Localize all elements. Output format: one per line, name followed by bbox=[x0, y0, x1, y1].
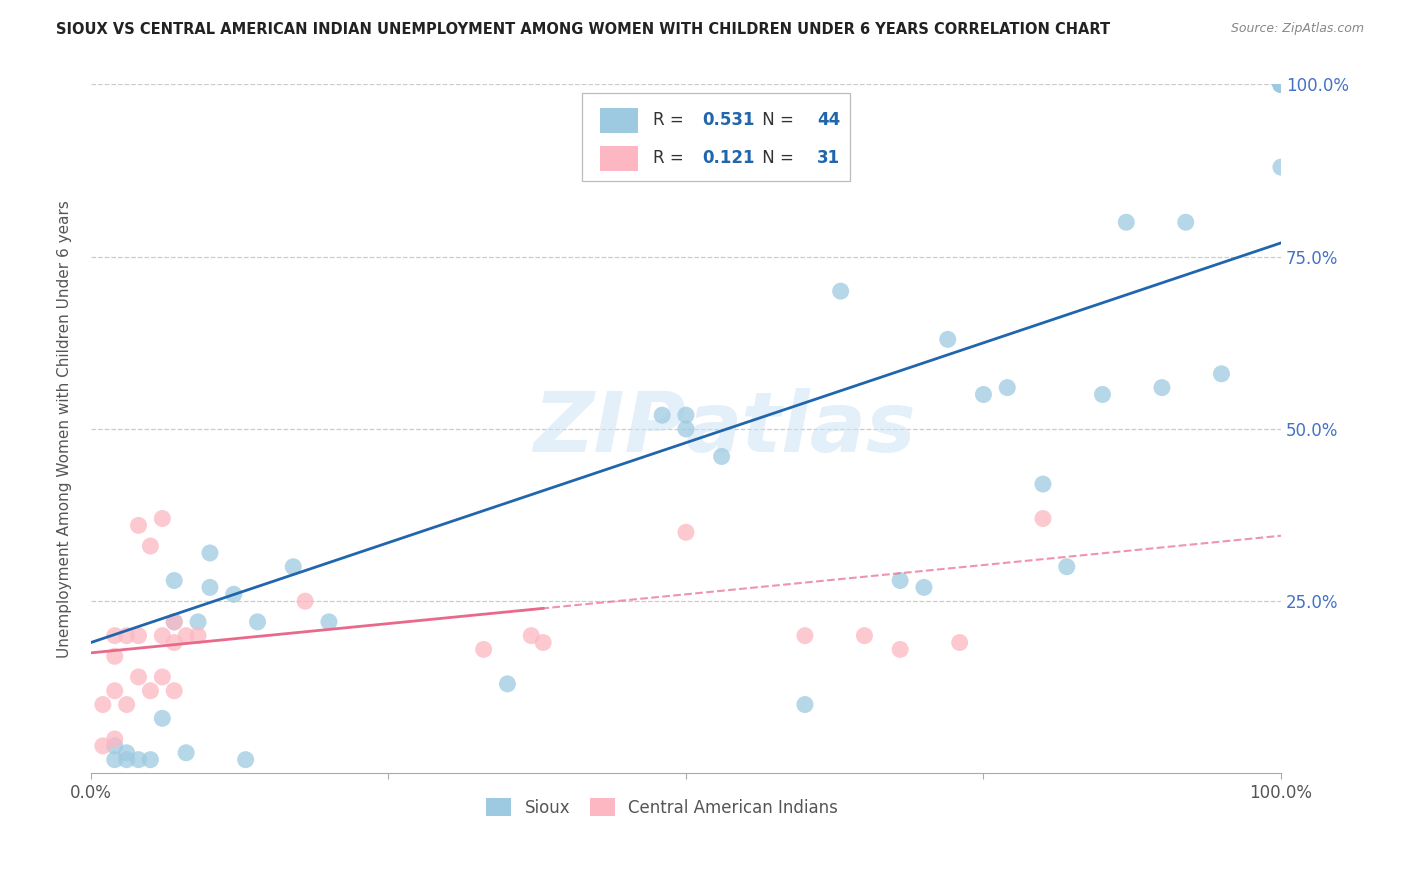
Point bbox=[104, 731, 127, 746]
Point bbox=[163, 615, 186, 629]
Text: atlas: atlas bbox=[686, 388, 917, 469]
Point bbox=[1056, 559, 1078, 574]
Point bbox=[163, 574, 186, 588]
Point bbox=[1270, 78, 1292, 92]
Text: N =: N = bbox=[758, 149, 800, 167]
Point bbox=[1211, 367, 1233, 381]
Point bbox=[830, 284, 852, 298]
Point bbox=[115, 746, 138, 760]
Point bbox=[1115, 215, 1137, 229]
Point bbox=[150, 670, 173, 684]
Point bbox=[794, 698, 817, 712]
Point bbox=[1091, 387, 1114, 401]
Point bbox=[675, 422, 697, 436]
Point bbox=[235, 753, 257, 767]
Point bbox=[104, 683, 127, 698]
Bar bbox=[600, 145, 638, 170]
Point bbox=[115, 698, 138, 712]
Point bbox=[128, 518, 150, 533]
Point bbox=[1270, 78, 1292, 92]
Point bbox=[104, 753, 127, 767]
Point bbox=[174, 746, 197, 760]
Point bbox=[972, 387, 994, 401]
Bar bbox=[600, 108, 638, 133]
Point bbox=[889, 642, 911, 657]
Point bbox=[912, 581, 935, 595]
Point bbox=[1270, 78, 1292, 92]
Text: 0.121: 0.121 bbox=[703, 149, 755, 167]
Point bbox=[139, 753, 162, 767]
Point bbox=[104, 629, 127, 643]
Point bbox=[853, 629, 876, 643]
Legend: Sioux, Central American Indians: Sioux, Central American Indians bbox=[479, 792, 845, 823]
Point bbox=[1150, 381, 1173, 395]
Text: 0.531: 0.531 bbox=[703, 112, 755, 129]
Point bbox=[163, 683, 186, 698]
Text: R =: R = bbox=[652, 149, 689, 167]
Point bbox=[139, 683, 162, 698]
Point bbox=[104, 649, 127, 664]
Point bbox=[174, 629, 197, 643]
Point bbox=[936, 332, 959, 346]
Point bbox=[496, 677, 519, 691]
Point bbox=[1270, 78, 1292, 92]
Point bbox=[651, 408, 673, 422]
Point bbox=[520, 629, 543, 643]
Point bbox=[710, 450, 733, 464]
Point bbox=[104, 739, 127, 753]
Point bbox=[794, 629, 817, 643]
Point bbox=[1174, 215, 1197, 229]
Text: SIOUX VS CENTRAL AMERICAN INDIAN UNEMPLOYMENT AMONG WOMEN WITH CHILDREN UNDER 6 : SIOUX VS CENTRAL AMERICAN INDIAN UNEMPLO… bbox=[56, 22, 1111, 37]
Point bbox=[91, 739, 114, 753]
FancyBboxPatch shape bbox=[582, 93, 851, 181]
Point bbox=[91, 698, 114, 712]
Point bbox=[675, 408, 697, 422]
Point bbox=[163, 635, 186, 649]
Point bbox=[222, 587, 245, 601]
Point bbox=[1270, 78, 1292, 92]
Point bbox=[675, 525, 697, 540]
Point bbox=[139, 539, 162, 553]
Point bbox=[128, 670, 150, 684]
Point bbox=[294, 594, 316, 608]
Point bbox=[1270, 78, 1292, 92]
Text: R =: R = bbox=[652, 112, 689, 129]
Point bbox=[198, 546, 221, 560]
Text: 44: 44 bbox=[817, 112, 841, 129]
Point bbox=[995, 381, 1018, 395]
Text: 31: 31 bbox=[817, 149, 839, 167]
Point bbox=[472, 642, 495, 657]
Point bbox=[115, 629, 138, 643]
Point bbox=[128, 753, 150, 767]
Point bbox=[1032, 511, 1054, 525]
Point bbox=[949, 635, 972, 649]
Point bbox=[1032, 477, 1054, 491]
Point bbox=[187, 615, 209, 629]
Point bbox=[1270, 160, 1292, 174]
Point bbox=[889, 574, 911, 588]
Text: N =: N = bbox=[758, 112, 800, 129]
Point bbox=[318, 615, 340, 629]
Point bbox=[531, 635, 554, 649]
Text: ZIP: ZIP bbox=[533, 388, 686, 469]
Point bbox=[246, 615, 269, 629]
Point bbox=[150, 511, 173, 525]
Point bbox=[115, 753, 138, 767]
Point bbox=[283, 559, 305, 574]
Y-axis label: Unemployment Among Women with Children Under 6 years: Unemployment Among Women with Children U… bbox=[58, 200, 72, 658]
Point bbox=[150, 711, 173, 725]
Point bbox=[150, 629, 173, 643]
Point bbox=[128, 629, 150, 643]
Point bbox=[187, 629, 209, 643]
Point bbox=[163, 615, 186, 629]
Point bbox=[198, 581, 221, 595]
Text: Source: ZipAtlas.com: Source: ZipAtlas.com bbox=[1230, 22, 1364, 36]
